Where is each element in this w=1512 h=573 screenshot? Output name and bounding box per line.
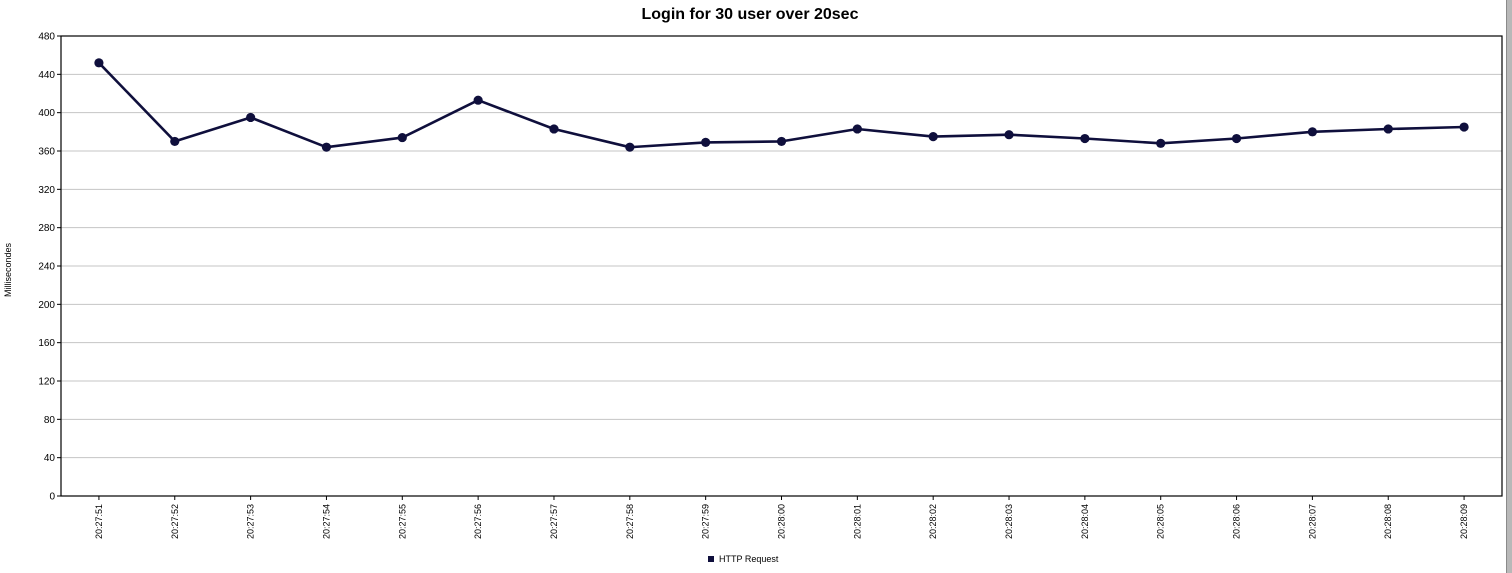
x-tick-label-9: 20:28:00 (777, 504, 787, 539)
y-tick-label-80: 80 (44, 415, 56, 426)
x-tick-label-8: 20:27:59 (701, 504, 711, 539)
x-tick-label-17: 20:28:08 (1383, 504, 1393, 539)
y-tick-label-200: 200 (38, 300, 55, 311)
data-point-14 (1156, 138, 1166, 148)
x-tick-label-18: 20:28:09 (1459, 504, 1469, 539)
data-point-4 (397, 132, 407, 143)
data-point-12 (1004, 130, 1014, 140)
x-tick-label-3: 20:27:54 (321, 504, 331, 539)
legend-label-http-request: HTTP Request (719, 554, 779, 564)
data-point-8 (701, 137, 711, 147)
y-tick-label-320: 320 (38, 185, 55, 196)
y-tick-label-400: 400 (38, 108, 55, 119)
y-tick-label-120: 120 (38, 377, 55, 388)
data-point-13 (1080, 133, 1090, 144)
x-tick-label-13: 20:28:04 (1080, 504, 1090, 539)
x-tick-label-1: 20:27:52 (170, 504, 180, 539)
x-tick-label-10: 20:28:01 (852, 504, 862, 539)
x-tick-label-2: 20:27:53 (246, 504, 256, 539)
x-tick-label-12: 20:28:03 (1004, 504, 1014, 539)
y-tick-label-160: 160 (38, 338, 55, 349)
data-point-15 (1231, 133, 1242, 144)
data-point-1 (170, 136, 180, 147)
x-tick-label-4: 20:27:55 (397, 504, 407, 539)
y-tick-label-280: 280 (38, 223, 55, 234)
data-point-11 (928, 132, 938, 142)
y-tick-label-440: 440 (38, 70, 55, 81)
x-tick-label-14: 20:28:05 (1156, 504, 1166, 539)
data-point-3 (321, 142, 332, 152)
data-point-2 (246, 112, 256, 123)
data-point-16 (1307, 127, 1317, 137)
y-tick-label-240: 240 (38, 262, 55, 273)
x-tick-label-11: 20:28:02 (928, 504, 938, 539)
y-tick-label-480: 480 (38, 32, 55, 43)
x-tick-label-16: 20:28:07 (1307, 504, 1317, 539)
data-point-9 (776, 136, 787, 147)
data-point-0 (94, 58, 104, 68)
data-point-5 (473, 95, 483, 105)
data-point-18 (1459, 122, 1469, 132)
x-tick-label-7: 20:27:58 (625, 504, 635, 539)
x-tick-label-15: 20:28:06 (1232, 504, 1242, 539)
data-point-17 (1383, 124, 1393, 134)
x-tick-label-6: 20:27:57 (549, 504, 559, 539)
series-line-http-request (97, 61, 1465, 149)
chart-title: Login for 30 user over 20sec (641, 6, 859, 23)
data-point-10 (852, 124, 862, 134)
x-tick-label-5: 20:27:56 (473, 504, 483, 539)
y-tick-label-0: 0 (49, 492, 55, 503)
data-point-6 (549, 124, 559, 134)
legend: HTTP Request (708, 554, 778, 564)
window-edge (1506, 0, 1512, 573)
data-point-7 (625, 142, 635, 152)
y-tick-label-360: 360 (38, 147, 55, 158)
x-tick-label-0: 20:27:51 (94, 504, 104, 539)
legend-swatch-http-request (708, 556, 714, 562)
y-tick-label-40: 40 (44, 453, 56, 464)
